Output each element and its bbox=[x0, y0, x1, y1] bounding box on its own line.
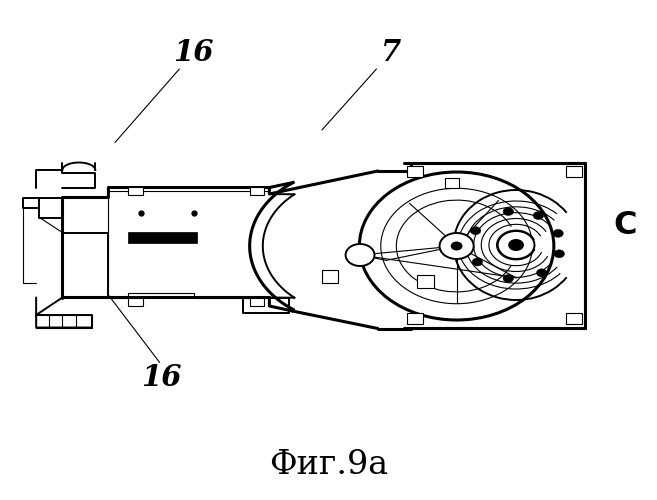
Circle shape bbox=[503, 274, 514, 282]
Circle shape bbox=[508, 239, 524, 251]
Text: 16: 16 bbox=[141, 363, 181, 392]
Bar bbox=[128, 298, 143, 306]
Bar bbox=[407, 312, 423, 324]
Circle shape bbox=[451, 242, 463, 250]
Text: 7: 7 bbox=[381, 38, 401, 67]
Circle shape bbox=[554, 250, 564, 258]
Bar bbox=[128, 232, 197, 242]
Text: C: C bbox=[614, 210, 637, 242]
Bar bbox=[322, 270, 338, 282]
Circle shape bbox=[533, 212, 544, 220]
Circle shape bbox=[346, 244, 374, 266]
Circle shape bbox=[553, 230, 563, 237]
Bar bbox=[128, 187, 143, 195]
Bar bbox=[407, 166, 423, 176]
Text: Фиг.9а: Фиг.9а bbox=[269, 449, 388, 481]
Bar bbox=[417, 275, 434, 287]
Bar bbox=[566, 166, 582, 176]
Bar bbox=[445, 178, 459, 188]
Circle shape bbox=[503, 208, 514, 216]
Bar bbox=[566, 312, 582, 324]
Circle shape bbox=[497, 231, 534, 259]
Circle shape bbox=[537, 269, 547, 277]
Text: 16: 16 bbox=[173, 38, 214, 67]
Bar bbox=[250, 187, 264, 195]
Circle shape bbox=[472, 258, 483, 266]
Circle shape bbox=[470, 226, 481, 234]
Circle shape bbox=[440, 233, 474, 259]
Bar bbox=[250, 298, 264, 306]
